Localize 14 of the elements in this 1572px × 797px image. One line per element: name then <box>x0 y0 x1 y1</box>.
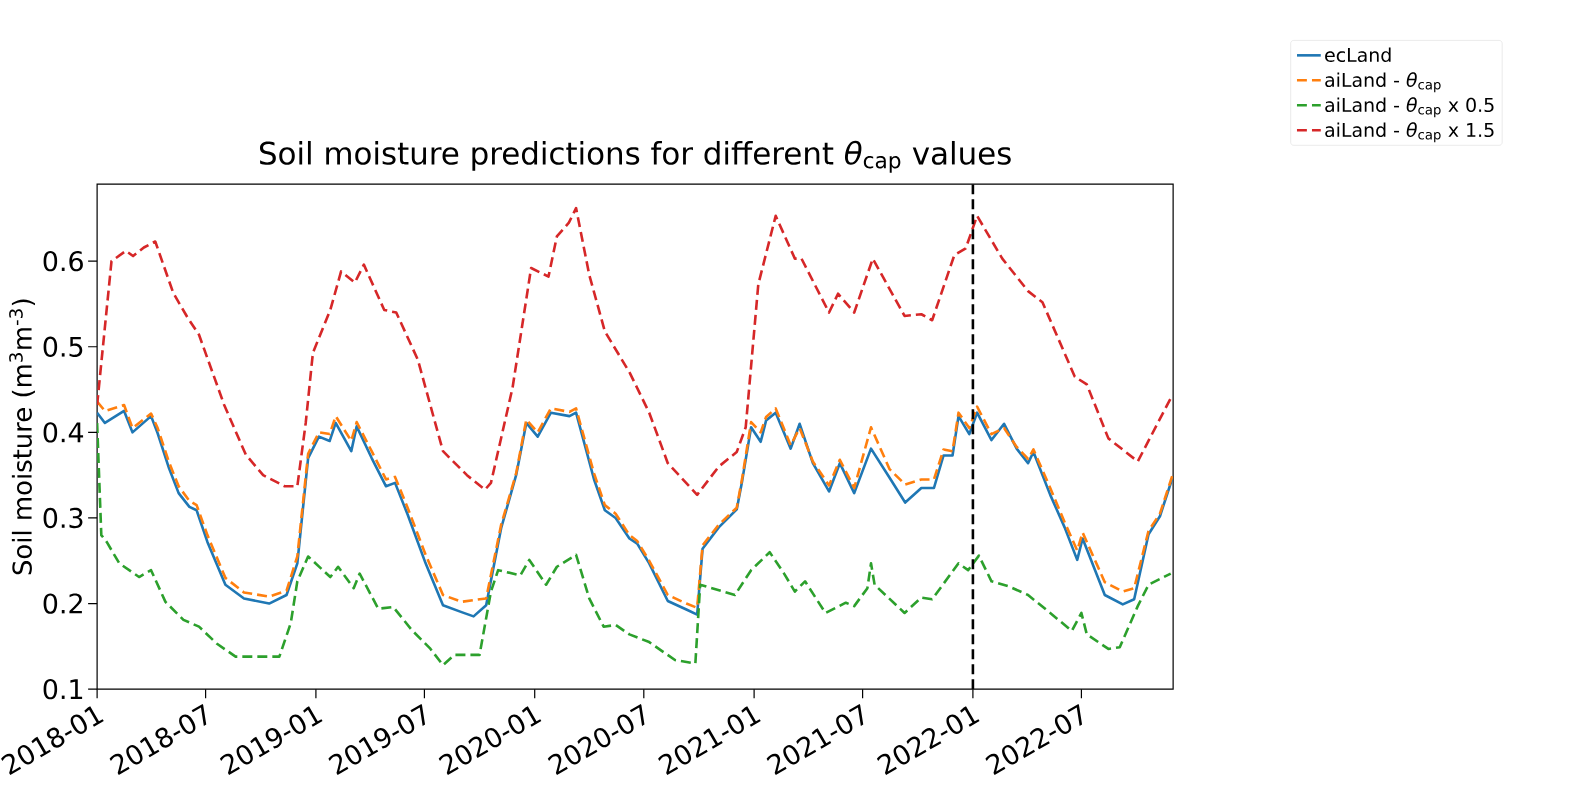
line-series <box>97 206 1174 497</box>
legend-label: aiLand - θ$_{cap}$ x 0.5 <box>1325 97 1494 118</box>
y-axis-title: Soil moisture (m$^{3}$m$^{-3}$) <box>9 299 35 575</box>
y-tick-label: 0.4 <box>43 422 84 443</box>
legend-label: ecLand <box>1325 47 1391 63</box>
legend-label: aiLand - θ$_{cap}$ x 1.5 <box>1325 122 1494 143</box>
y-tick-label: 0.6 <box>43 251 83 272</box>
y-tick-label: 0.3 <box>43 507 83 529</box>
line-series <box>97 421 1173 667</box>
y-tick-label: 0.2 <box>43 593 82 614</box>
legend-label: aiLand - θ$_{cap}$ <box>1325 72 1441 93</box>
y-tick-label: 0.1 <box>43 678 83 700</box>
y-tick-label: 0.5 <box>43 336 83 357</box>
chart-title: Soil moisture predictions for different θ$_{cap}$ values <box>259 140 1011 173</box>
